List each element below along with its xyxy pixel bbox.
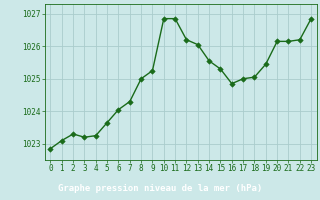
Text: Graphe pression niveau de la mer (hPa): Graphe pression niveau de la mer (hPa): [58, 184, 262, 193]
